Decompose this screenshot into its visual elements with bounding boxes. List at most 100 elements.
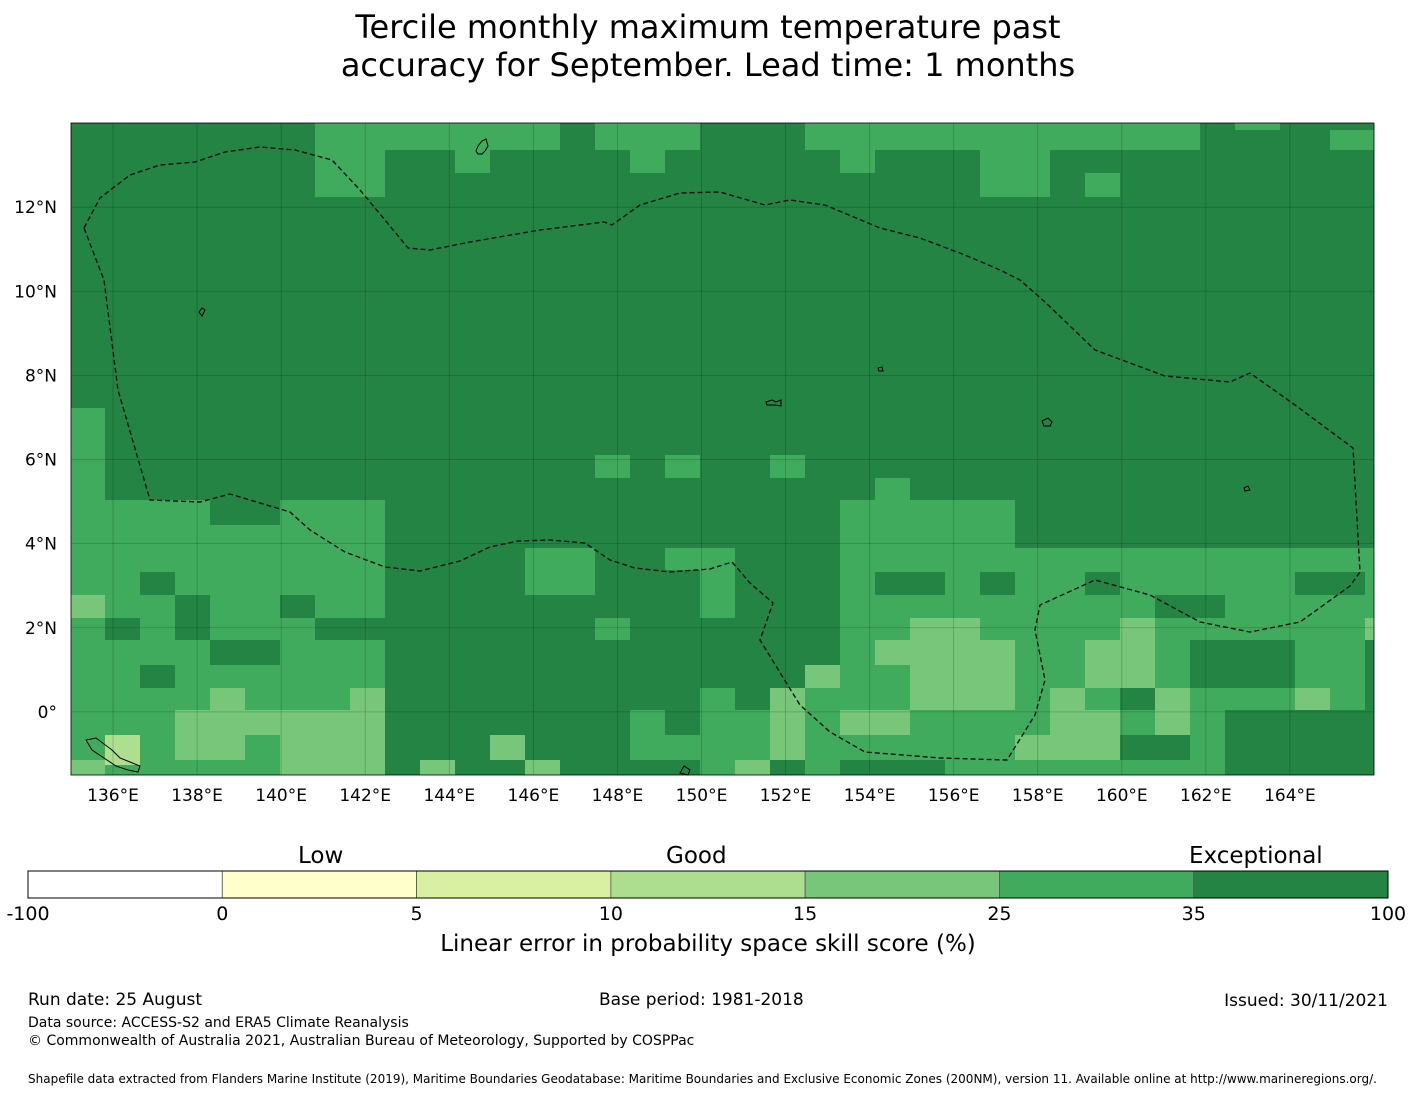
grid-cell: [175, 595, 210, 640]
grid-cell: [490, 735, 525, 760]
issued-date: Issued: 30/11/2021: [1224, 991, 1388, 1011]
island-kapingamarangi: [877, 366, 884, 372]
map-frame: [70, 122, 1375, 776]
grid-cell: [735, 688, 770, 710]
grid-cell: [595, 455, 630, 478]
category-exceptional: Exceptional: [1189, 843, 1323, 869]
grid-cell: [1085, 572, 1120, 595]
skill-score-map: 136°E 138°E 140°E 142°E 144°E 146°E 148°E 150°E…: [14, 122, 1375, 806]
island-palau: [198, 307, 206, 317]
category-low: Low: [298, 843, 344, 869]
island-chuuk: [765, 399, 782, 407]
grid-cell: [805, 665, 840, 688]
grid-cell: [980, 150, 1050, 197]
eez-boundary-north: [83, 146, 1361, 761]
grid-cell: [1190, 640, 1295, 688]
shapefile-credit: Shapefile data extracted from Flanders M…: [28, 1072, 1377, 1086]
longitude-tick-label: 154°E: [844, 786, 896, 806]
colorbar-swatch: [416, 870, 612, 899]
colorbar-swatch: [804, 870, 1000, 899]
grid-cell: [665, 548, 735, 570]
grid-cell: [210, 500, 280, 525]
colorbar-swatch: [1193, 870, 1389, 899]
grid-cell: [140, 665, 175, 688]
longitude-tick-label: 142°E: [339, 786, 391, 806]
grid-cell: [980, 640, 1015, 710]
latitude-tick-label: 4°N: [25, 535, 57, 555]
grid-cell: [71, 595, 105, 618]
longitude-tick-label: 150°E: [676, 786, 728, 806]
grid-cell: [1365, 640, 1374, 710]
grid-cell: [875, 640, 910, 665]
grid-cell: [1155, 595, 1225, 618]
grid-cell: [910, 618, 980, 710]
grid-cell: [71, 408, 105, 500]
latitude-tick-label: 12°N: [14, 198, 57, 218]
longitude-tick-label: 162°E: [1180, 786, 1232, 806]
category-good: Good: [666, 843, 727, 869]
grid-cell: [1235, 123, 1280, 130]
latitude-tick-label: 0°: [38, 703, 57, 723]
longitude-tick-labels: 136°E 138°E 140°E 142°E 144°E 146°E 148°E 150°E…: [87, 786, 1316, 806]
grid-cell: [1155, 688, 1190, 735]
grid-cell: [210, 640, 280, 665]
copyright: © Commonwealth of Australia 2021, Austra…: [28, 1033, 695, 1049]
grid-cell: [595, 618, 630, 640]
island-manus: [679, 765, 691, 776]
base-period: Base period: 1981-2018: [599, 990, 804, 1010]
grid-cell: [840, 710, 910, 735]
grid-cell: [1120, 618, 1155, 640]
grid-cell: [315, 123, 385, 197]
grid-cell: [1365, 618, 1374, 640]
grid-cell: [525, 123, 560, 150]
data-source: Data source: ACCESS-S2 and ERA5 Climate …: [28, 1015, 409, 1031]
colorbar-swatches: [27, 870, 1389, 899]
run-date: Run date: 25 August: [28, 990, 202, 1010]
colorbar-label: Linear error in probability space skill …: [440, 931, 976, 957]
chart-title: Tercile monthly maximum temperature past…: [0, 8, 1416, 84]
grid-cell: [1015, 735, 1120, 760]
grid-cell: [420, 760, 455, 775]
grid-cell: [665, 455, 700, 478]
latitude-tick-label: 2°N: [25, 619, 57, 639]
longitude-tick-label: 146°E: [508, 786, 560, 806]
grid-cell: [805, 123, 945, 150]
title-line-1: Tercile monthly maximum temperature past: [355, 8, 1061, 46]
longitude-tick-label: 156°E: [928, 786, 980, 806]
island-pohnpei: [1041, 417, 1053, 427]
latitude-tick-label: 10°N: [14, 282, 57, 302]
grid-cell: [1225, 710, 1374, 775]
colorbar-tick-label: 100: [1370, 903, 1406, 925]
grid-cell: [1050, 710, 1120, 735]
grid-cell: [1120, 735, 1190, 760]
grid-cell: [875, 478, 910, 500]
longitude-tick-label: 160°E: [1096, 786, 1148, 806]
colorbar-swatch: [610, 870, 806, 899]
colorbar-swatch: [999, 870, 1195, 899]
colorbar-tick-label: 0: [216, 903, 228, 925]
colorbar-tick-label: 25: [987, 903, 1011, 925]
grid-cell: [1085, 173, 1120, 197]
map-gridlines: [71, 123, 1374, 775]
grid-cell: [945, 123, 1050, 150]
grid-cell: [280, 710, 385, 775]
grid-cell: [315, 618, 385, 640]
grid-cell: [1295, 572, 1365, 595]
longitude-tick-label: 136°E: [87, 786, 139, 806]
grid-cell: [840, 150, 875, 173]
grid-cell: [875, 572, 945, 595]
longitude-tick-label: 138°E: [171, 786, 223, 806]
colorbar-tick-label: -100: [6, 903, 49, 925]
colorbar-tick-label: 15: [793, 903, 817, 925]
grid-cell: [560, 710, 630, 775]
longitude-tick-label: 152°E: [760, 786, 812, 806]
grid-cell: [1050, 123, 1200, 150]
colorbar-swatch: [27, 870, 223, 899]
grid-cell: [105, 735, 140, 765]
grid-cell: [665, 710, 700, 735]
eez-boundary: [83, 146, 1361, 761]
colorbar-swatch: [221, 870, 417, 899]
grid-cell: [770, 455, 805, 478]
grid-cell: [245, 710, 280, 735]
longitude-tick-label: 158°E: [1012, 786, 1064, 806]
